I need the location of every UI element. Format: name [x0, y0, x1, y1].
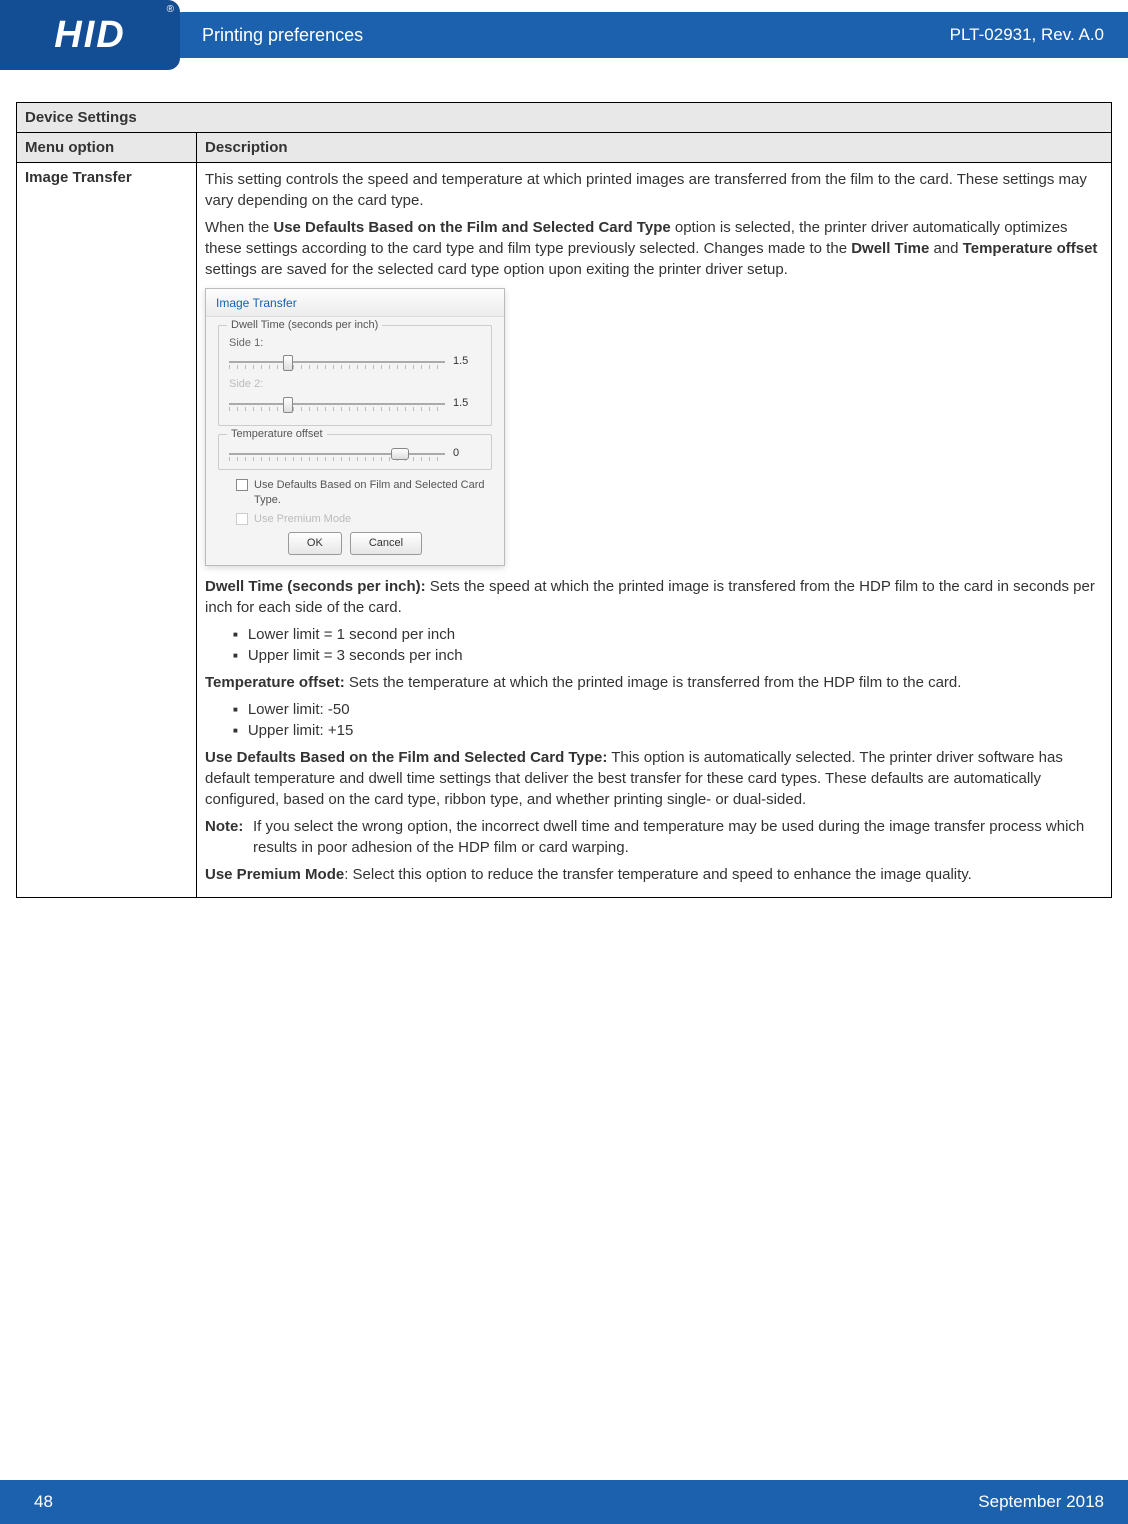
- menu-option-cell: Image Transfer: [17, 163, 197, 898]
- checkbox-icon: [236, 479, 248, 491]
- reg-mark: ®: [167, 4, 174, 15]
- use-premium-label: Use Premium Mode: [254, 512, 351, 527]
- list-item: Upper limit = 3 seconds per inch: [233, 645, 1103, 666]
- temp-limits-list: Lower limit: -50 Upper limit: +15: [205, 699, 1103, 741]
- checkbox-icon: [236, 513, 248, 525]
- dwell-time-group: Dwell Time (seconds per inch) Side 1:: [218, 325, 492, 426]
- temp-thumb[interactable]: [391, 448, 409, 460]
- logo-text: HID: [54, 14, 125, 57]
- use-premium-checkbox[interactable]: Use Premium Mode: [236, 512, 492, 527]
- page-number: 48: [34, 1492, 53, 1512]
- side1-slider-wrap: 1.5: [229, 353, 481, 371]
- dwell-time-para: Dwell Time (seconds per inch): Sets the …: [205, 576, 1103, 618]
- intro-para: This setting controls the speed and temp…: [205, 169, 1103, 211]
- side1-slider[interactable]: [229, 353, 445, 371]
- note-label: Note:: [205, 816, 253, 858]
- table-row: Image Transfer This setting controls the…: [17, 163, 1112, 898]
- temp-slider-wrap: 0: [229, 445, 481, 463]
- side2-thumb[interactable]: [283, 397, 293, 413]
- side2-slider-wrap: 1.5: [229, 395, 481, 413]
- side2-value: 1.5: [453, 396, 481, 411]
- section-title-cell: Device Settings: [17, 103, 1112, 133]
- side2-row: Side 2: 1.5: [229, 377, 481, 412]
- list-item: Upper limit: +15: [233, 720, 1103, 741]
- use-defaults-label: Use Defaults Based on Film and Selected …: [254, 478, 492, 509]
- dialog-body: Dwell Time (seconds per inch) Side 1:: [206, 317, 504, 565]
- header-bar: Printing preferences PLT-02931, Rev. A.0: [172, 12, 1128, 58]
- use-defaults-checkbox[interactable]: Use Defaults Based on Film and Selected …: [236, 478, 492, 509]
- side2-label: Side 2:: [229, 377, 481, 392]
- ok-button[interactable]: OK: [288, 532, 342, 555]
- logo-box: HID ®: [0, 0, 180, 70]
- side1-row: Side 1: 1.5: [229, 336, 481, 371]
- page-footer: 48 September 2018: [0, 1480, 1128, 1524]
- description-cell: This setting controls the speed and temp…: [197, 163, 1112, 898]
- footer-date: September 2018: [978, 1492, 1104, 1512]
- device-settings-table: Device Settings Menu option Description …: [16, 102, 1112, 898]
- content-area: Device Settings Menu option Description …: [0, 70, 1128, 898]
- menu-option-label: Image Transfer: [25, 169, 132, 186]
- image-transfer-dialog: Image Transfer Dwell Time (seconds per i…: [205, 288, 505, 566]
- dialog-button-row: OK Cancel: [218, 532, 492, 555]
- intro2-para: When the Use Defaults Based on the Film …: [205, 217, 1103, 280]
- temp-value: 0: [453, 446, 481, 461]
- col-menu-header: Menu option: [17, 133, 197, 163]
- page-header: HID ® Printing preferences PLT-02931, Re…: [0, 0, 1128, 70]
- side1-label: Side 1:: [229, 336, 481, 351]
- temp-offset-para: Temperature offset: Sets the temperature…: [205, 672, 1103, 693]
- side1-value: 1.5: [453, 354, 481, 369]
- temp-group: Temperature offset 0: [218, 434, 492, 470]
- temp-group-label: Temperature offset: [227, 427, 327, 442]
- cancel-button[interactable]: Cancel: [350, 532, 422, 555]
- use-defaults-para: Use Defaults Based on the Film and Selec…: [205, 747, 1103, 810]
- col-desc-header: Description: [197, 133, 1112, 163]
- dwell-group-label: Dwell Time (seconds per inch): [227, 318, 382, 333]
- dwell-limits-list: Lower limit = 1 second per inch Upper li…: [205, 624, 1103, 666]
- table-header-row: Menu option Description: [17, 133, 1112, 163]
- note-text: If you select the wrong option, the inco…: [253, 816, 1103, 858]
- temp-slider[interactable]: [229, 445, 445, 463]
- premium-mode-para: Use Premium Mode: Select this option to …: [205, 864, 1103, 885]
- list-item: Lower limit = 1 second per inch: [233, 624, 1103, 645]
- dialog-title: Image Transfer: [206, 289, 504, 317]
- side1-thumb[interactable]: [283, 355, 293, 371]
- note-row: Note: If you select the wrong option, th…: [205, 816, 1103, 858]
- table-section-row: Device Settings: [17, 103, 1112, 133]
- list-item: Lower limit: -50: [233, 699, 1103, 720]
- header-section-title: Printing preferences: [202, 25, 363, 46]
- side2-slider[interactable]: [229, 395, 445, 413]
- header-doc-id: PLT-02931, Rev. A.0: [950, 25, 1104, 45]
